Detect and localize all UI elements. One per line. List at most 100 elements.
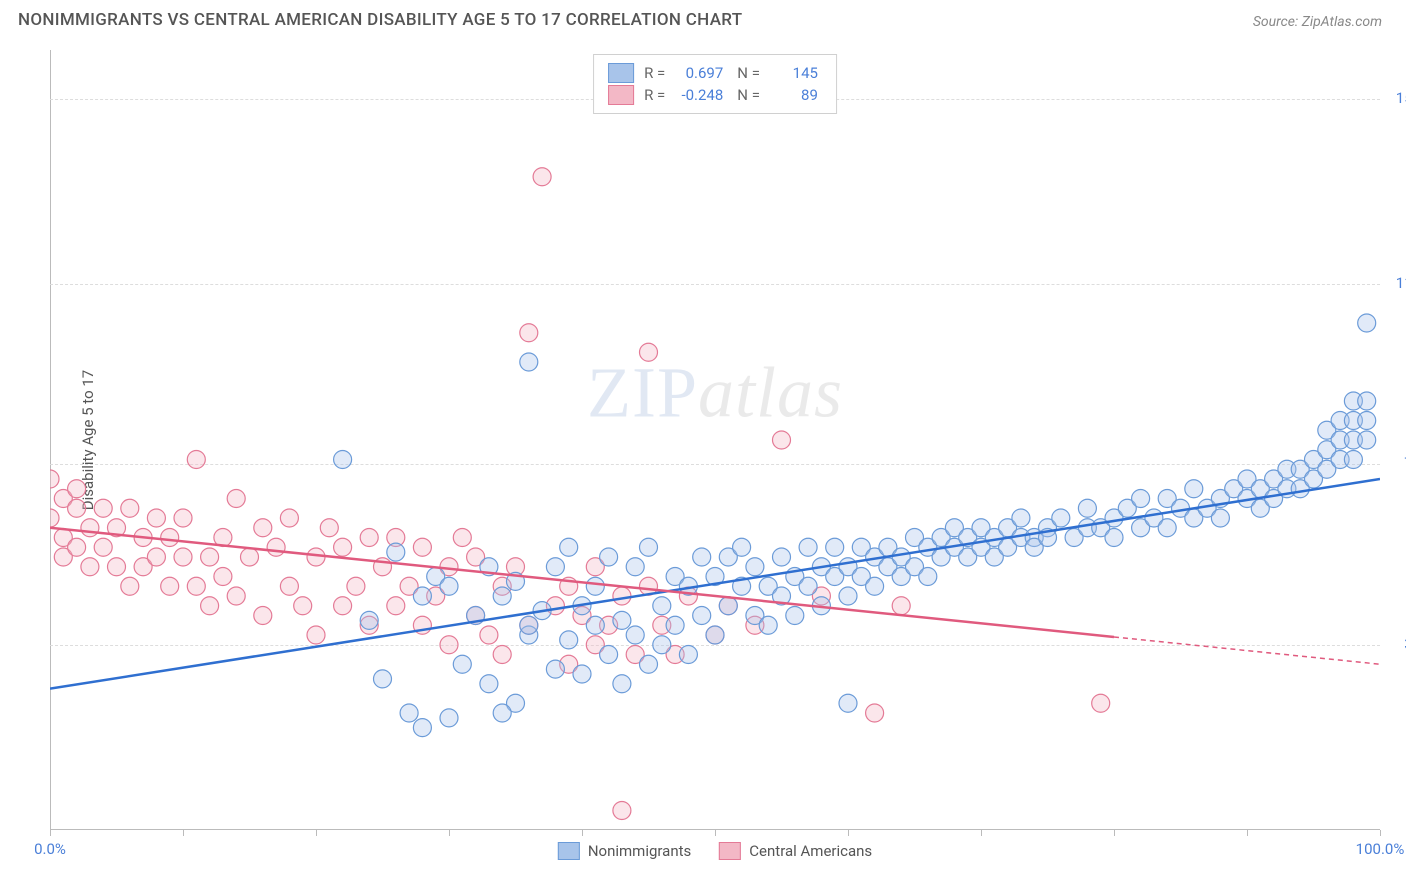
data-point (640, 538, 658, 556)
x-tick (1380, 830, 1381, 836)
stats-row-series2: R = -0.248 N = 89 (608, 85, 822, 105)
data-point (108, 558, 126, 576)
trend-line (50, 479, 1380, 689)
data-point (493, 646, 511, 664)
data-point (919, 568, 937, 586)
data-point (613, 675, 631, 693)
data-point (214, 568, 232, 586)
data-point (679, 646, 697, 664)
data-point (586, 577, 604, 595)
data-point (227, 587, 245, 605)
n-label: N = (737, 64, 760, 82)
x-axis-min-label: 0.0% (34, 840, 66, 858)
n-value-series1: 145 (770, 64, 822, 82)
data-point (334, 538, 352, 556)
data-point (1052, 509, 1070, 527)
data-point (413, 538, 431, 556)
data-point (826, 538, 844, 556)
data-point (1092, 694, 1110, 712)
y-tick-label: 11.2% (1396, 274, 1406, 292)
data-point (799, 577, 817, 595)
data-point (161, 529, 179, 547)
data-point (387, 597, 405, 615)
x-tick (50, 830, 51, 836)
data-point (693, 607, 711, 625)
r-value-series1: 0.697 (675, 64, 727, 82)
data-point (839, 694, 857, 712)
data-point (1344, 451, 1362, 469)
n-value-series2: 89 (770, 86, 822, 104)
data-point (560, 631, 578, 649)
data-point (746, 558, 764, 576)
data-point (1012, 509, 1030, 527)
data-point (440, 709, 458, 727)
data-point (560, 538, 578, 556)
r-label: R = (644, 64, 665, 82)
data-point (241, 548, 259, 566)
data-point (573, 665, 591, 683)
data-point (773, 431, 791, 449)
data-point (613, 587, 631, 605)
data-point (546, 558, 564, 576)
data-point (586, 616, 604, 634)
data-point (227, 490, 245, 508)
data-point (174, 509, 192, 527)
r-label: R = (644, 86, 665, 104)
scatter-plot-svg (50, 50, 1380, 830)
data-point (94, 538, 112, 556)
legend-item-series2: Central Americans (719, 842, 872, 860)
data-point (147, 548, 165, 566)
x-tick (582, 830, 583, 836)
data-point (480, 626, 498, 644)
data-point (520, 353, 538, 371)
data-point (733, 538, 751, 556)
swatch-series1 (608, 63, 634, 83)
x-tick (183, 830, 184, 836)
data-point (839, 587, 857, 605)
data-point (786, 607, 804, 625)
chart-area: Disability Age 5 to 17 3.8%7.5%11.2%15.0… (50, 50, 1380, 830)
data-point (640, 343, 658, 361)
data-point (493, 587, 511, 605)
data-point (400, 704, 418, 722)
stats-row-series1: R = 0.697 N = 145 (608, 63, 822, 83)
data-point (1358, 392, 1376, 410)
data-point (520, 324, 538, 342)
data-point (773, 548, 791, 566)
x-tick (981, 830, 982, 836)
data-point (1105, 529, 1123, 547)
data-point (374, 670, 392, 688)
data-point (121, 577, 139, 595)
y-tick-label: 15.0% (1396, 89, 1406, 107)
data-point (147, 509, 165, 527)
data-point (254, 519, 272, 537)
data-point (1158, 519, 1176, 537)
data-point (493, 704, 511, 722)
data-point (413, 719, 431, 737)
data-point (187, 577, 205, 595)
data-point (440, 577, 458, 595)
data-point (187, 451, 205, 469)
x-tick (1114, 830, 1115, 836)
data-point (1185, 480, 1203, 498)
r-value-series2: -0.248 (675, 86, 727, 104)
data-point (320, 519, 338, 537)
data-point (453, 529, 471, 547)
swatch-series2 (608, 85, 634, 105)
data-point (50, 470, 59, 488)
data-point (453, 655, 471, 673)
swatch-series2 (719, 842, 741, 860)
source-prefix: Source: (1253, 14, 1302, 30)
data-point (799, 538, 817, 556)
data-point (626, 558, 644, 576)
data-point (600, 548, 618, 566)
data-point (653, 597, 671, 615)
x-tick (449, 830, 450, 836)
data-point (294, 597, 312, 615)
data-point (866, 704, 884, 722)
chart-title: NONIMMIGRANTS VS CENTRAL AMERICAN DISABI… (18, 10, 742, 30)
data-point (280, 509, 298, 527)
data-point (81, 519, 99, 537)
data-point (866, 577, 884, 595)
data-point (480, 675, 498, 693)
